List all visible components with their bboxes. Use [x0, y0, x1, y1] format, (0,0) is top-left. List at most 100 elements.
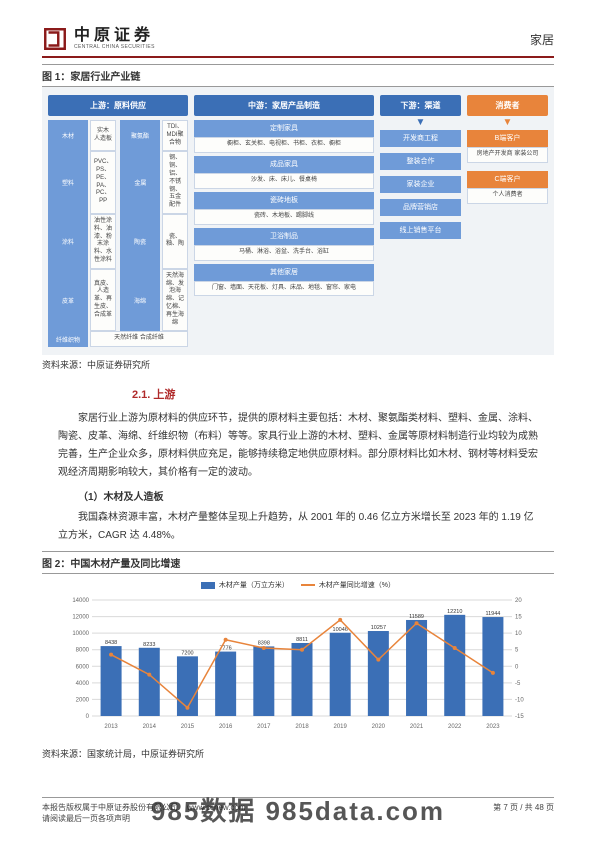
- svg-text:2022: 2022: [448, 724, 462, 730]
- upstream-category: 纤维织物: [48, 331, 88, 347]
- upstream-box: 天然纤维 合成纤维: [90, 331, 188, 347]
- consumer-head-box: C端客户: [467, 171, 548, 188]
- body-paragraph: 我国森林资源丰富，木材产量整体呈现上升趋势，从 2001 年的 0.46 亿立方…: [58, 509, 538, 545]
- svg-text:0: 0: [86, 714, 90, 720]
- downstream-box: 线上销售平台: [380, 222, 461, 239]
- svg-text:2018: 2018: [295, 724, 309, 730]
- upstream-head: 上游：原料供应: [48, 95, 188, 116]
- logo-icon: [42, 26, 68, 52]
- svg-text:20: 20: [515, 598, 522, 604]
- svg-text:4000: 4000: [76, 681, 90, 687]
- consumer-box: 房地产开发商 家装公司: [467, 147, 548, 163]
- svg-text:2000: 2000: [76, 698, 90, 704]
- upstream-category: 塑料: [48, 151, 88, 214]
- upstream-box: 钢、铜、铝、不锈钢、五金配件: [162, 151, 188, 214]
- svg-text:2019: 2019: [334, 724, 348, 730]
- svg-text:7200: 7200: [181, 650, 193, 656]
- upstream-category: 海绵: [120, 269, 160, 332]
- svg-text:10046: 10046: [333, 627, 348, 633]
- svg-text:8438: 8438: [105, 640, 117, 646]
- legend-line-swatch: [301, 584, 315, 586]
- upstream-category: 皮革: [48, 269, 88, 332]
- svg-text:12210: 12210: [447, 609, 462, 615]
- upstream-box: PVC、PS、PE、PA、PC、PP: [90, 151, 116, 214]
- svg-text:0: 0: [515, 664, 519, 670]
- svg-text:14000: 14000: [72, 598, 89, 604]
- figure1-title: 图 1：家居行业产业链: [42, 64, 554, 87]
- svg-text:6000: 6000: [76, 664, 90, 670]
- section-heading: 2.1. 上游: [132, 386, 554, 402]
- figure2-title: 图 2：中国木材产量及同比增速: [42, 551, 554, 574]
- page-footer: 本报告版权属于中原证券股份有限公司 www.ccnew.com 请阅读最后一页各…: [42, 797, 554, 824]
- svg-text:2020: 2020: [372, 724, 386, 730]
- chart-svg: 02000400060008000100001200014000-15-10-5…: [52, 594, 544, 734]
- svg-text:2014: 2014: [143, 724, 157, 730]
- mid-box: 瓷砖、木地板、踢脚线: [194, 209, 374, 225]
- upstream-box: 天然海绵、发泡海绵、记忆棉、再生海绵: [162, 269, 188, 332]
- figure2-source: 资料来源：国家统计局，中原证券研究所: [42, 744, 554, 763]
- upstream-category: 涂料: [48, 214, 88, 269]
- consumer-head: 消费者: [467, 95, 548, 116]
- svg-text:2017: 2017: [257, 724, 271, 730]
- downstream-head: 下游：渠道: [380, 95, 461, 116]
- midstream-col: 中游：家居产品制造 定制家具橱柜、玄关柜、电视柜、书柜、衣柜、橱柜成品家具沙发、…: [194, 95, 374, 347]
- mid-box: 门窗、墙面、天花板、灯具、床品、地毯、窗帘、家电: [194, 281, 374, 297]
- logo: 中原证券 CENTRAL CHINA SECURITIES: [42, 26, 155, 52]
- downstream-box: 整装合作: [380, 153, 461, 170]
- upstream-box: TDI、MDI聚合物: [162, 120, 188, 151]
- svg-text:8811: 8811: [296, 637, 308, 643]
- footer-url: www.ccnew.com: [187, 803, 246, 812]
- upstream-category: 金属: [120, 151, 160, 214]
- arrow-down-icon: ▼: [416, 120, 426, 126]
- mid-box: 橱柜、玄关柜、电视柜、书柜、衣柜、橱柜: [194, 137, 374, 153]
- body-paragraph: 家居行业上游为原材料的供应环节，提供的原材料主要包括：木材、聚氨酯类材料、塑料、…: [58, 410, 538, 482]
- svg-text:2016: 2016: [219, 724, 233, 730]
- figure2-chart: 木材产量（万立方米） 木材产量同比增速（%） 0 2000 4000 6000 8000…: [42, 574, 554, 744]
- svg-text:8398: 8398: [258, 641, 270, 647]
- upstream-box: 油性涂料、油漆、粉末涂料、水性涂料: [90, 214, 116, 269]
- svg-text:2015: 2015: [181, 724, 195, 730]
- figure1-source: 资料来源：中原证券研究所: [42, 355, 554, 374]
- mid-box: 沙发、床、床儿、餐桌椅: [194, 173, 374, 189]
- arrow-down-icon: ▼: [503, 120, 513, 126]
- upstream-category: 木材: [48, 120, 88, 151]
- upstream-category: 陶瓷: [120, 214, 160, 269]
- svg-text:12000: 12000: [72, 615, 89, 621]
- svg-text:11589: 11589: [409, 614, 424, 620]
- chart-legend: 木材产量（万立方米） 木材产量同比增速（%）: [52, 580, 544, 590]
- mid-category-head: 成品家具: [194, 156, 374, 173]
- upstream-box: 真皮、人造革、再生皮、合成革: [90, 269, 116, 332]
- report-header: 中原证券 CENTRAL CHINA SECURITIES 家居: [42, 26, 554, 58]
- downstream-box: 品牌营销店: [380, 199, 461, 216]
- consumer-head-box: B端客户: [467, 130, 548, 147]
- svg-text:-5: -5: [515, 681, 521, 687]
- upstream-box: 瓷、釉、陶: [162, 214, 188, 269]
- mid-category-head: 卫浴制品: [194, 228, 374, 245]
- logo-text-en: CENTRAL CHINA SECURITIES: [74, 44, 155, 50]
- upstream-category: 聚氨酯: [120, 120, 160, 151]
- consumer-col: 消费者 ▼ B端客户房地产开发商 家装公司 C端客户个人消费者: [467, 95, 548, 347]
- mid-category-head: 定制家具: [194, 120, 374, 137]
- svg-text:2021: 2021: [410, 724, 424, 730]
- upstream-col: 上游：原料供应 木材实木 人造板聚氨酯TDI、MDI聚合物塑料PVC、PS、PE…: [48, 95, 188, 347]
- downstream-col: 下游：渠道 ▼ 开发商工程整装合作家装企业品牌营销店线上销售平台: [380, 95, 461, 347]
- figure1-diagram: 上游：原料供应 木材实木 人造板聚氨酯TDI、MDI聚合物塑料PVC、PS、PE…: [42, 87, 554, 355]
- svg-text:10000: 10000: [72, 631, 89, 637]
- mid-category-head: 其他家居: [194, 264, 374, 281]
- logo-text-cn: 中原证券: [74, 28, 155, 44]
- svg-text:15: 15: [515, 615, 522, 621]
- downstream-box: 家装企业: [380, 176, 461, 193]
- svg-text:-15: -15: [515, 714, 524, 720]
- upstream-box: 实木 人造板: [90, 120, 116, 151]
- mid-box: 马桶、淋浴、浴盆、洗手台、浴缸: [194, 245, 374, 261]
- svg-text:8000: 8000: [76, 648, 90, 654]
- svg-text:10: 10: [515, 631, 522, 637]
- page-number: 第 7 页 / 共 48 页: [493, 802, 554, 824]
- consumer-box: 个人消费者: [467, 188, 548, 204]
- midstream-head: 中游：家居产品制造: [194, 95, 374, 116]
- svg-text:2013: 2013: [104, 724, 118, 730]
- svg-text:2023: 2023: [486, 724, 500, 730]
- footer-disclaimer: 请阅读最后一页各项声明: [42, 814, 130, 823]
- svg-text:5: 5: [515, 648, 519, 654]
- svg-text:10257: 10257: [371, 625, 386, 631]
